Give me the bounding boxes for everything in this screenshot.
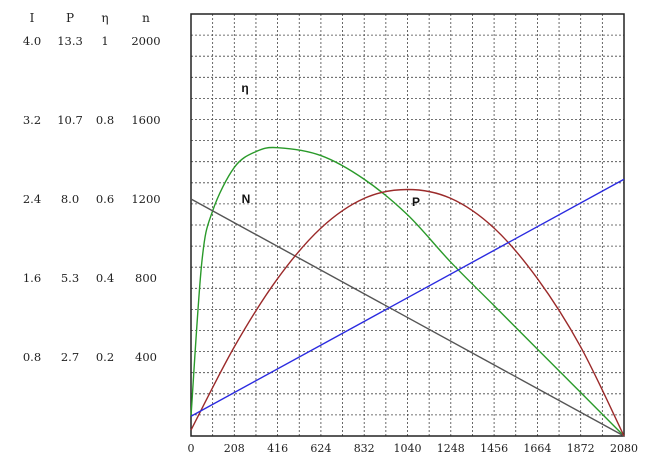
left-axis-value: 13.3	[57, 34, 83, 48]
efficiency-curve	[190, 146, 625, 437]
left-axis-value: 0.8	[23, 350, 41, 364]
left-axis-value: 0.4	[96, 271, 114, 285]
left-axis-header: n	[142, 11, 150, 25]
left-axis-value: 1.6	[23, 271, 41, 285]
x-tick-label: 1248	[437, 442, 465, 455]
x-tick-label: 1456	[480, 442, 508, 455]
left-axis-header: I	[30, 11, 35, 25]
curve-labels: η N P	[241, 81, 420, 209]
left-axis-value: 1	[101, 34, 108, 48]
x-tick-label: 0	[188, 442, 195, 455]
left-axis-value: 400	[135, 350, 157, 364]
speed-line	[190, 198, 625, 437]
x-tick-label: 208	[224, 442, 245, 455]
left-axis-header: η	[101, 11, 108, 25]
left-axis-value: 800	[135, 271, 157, 285]
left-axis-value: 2.7	[61, 350, 79, 364]
curves	[190, 146, 625, 437]
efficiency-label: η	[241, 81, 248, 95]
x-axis-ticks: 0 208 416 624 832 1040 1248 1456 1664 1872 2080	[188, 442, 639, 455]
left-axis-value: 2000	[131, 34, 160, 48]
left-axis-value: 2.4	[23, 192, 41, 206]
left-axis-value: 1600	[131, 113, 160, 127]
left-axis-value: 5.3	[61, 271, 79, 285]
x-tick-label: 832	[354, 442, 375, 455]
plot-frame	[190, 13, 625, 437]
left-axis-value: 0.8	[96, 113, 114, 127]
x-tick-label: 1872	[567, 442, 595, 455]
left-axis-value: 3.2	[23, 113, 41, 127]
x-tick-label: 1040	[394, 442, 422, 455]
x-tick-label: 416	[267, 442, 288, 455]
power-curve	[190, 188, 625, 437]
grid	[191, 14, 624, 436]
left-axis-value: 8.0	[61, 192, 79, 206]
left-axis-value: 4.0	[23, 34, 41, 48]
left-axis-header: P	[66, 11, 74, 25]
left-axis-value: 1200	[131, 192, 160, 206]
power-label: P	[412, 195, 420, 209]
left-axis-value: 0.2	[96, 350, 114, 364]
left-axis-value: 0.6	[96, 192, 114, 206]
current-line	[190, 178, 625, 417]
left-axis-value: 10.7	[57, 113, 83, 127]
x-tick-label: 2080	[610, 442, 638, 455]
x-tick-label: 624	[310, 442, 331, 455]
speed-label: N	[242, 192, 251, 206]
x-tick-label: 1664	[523, 442, 551, 455]
